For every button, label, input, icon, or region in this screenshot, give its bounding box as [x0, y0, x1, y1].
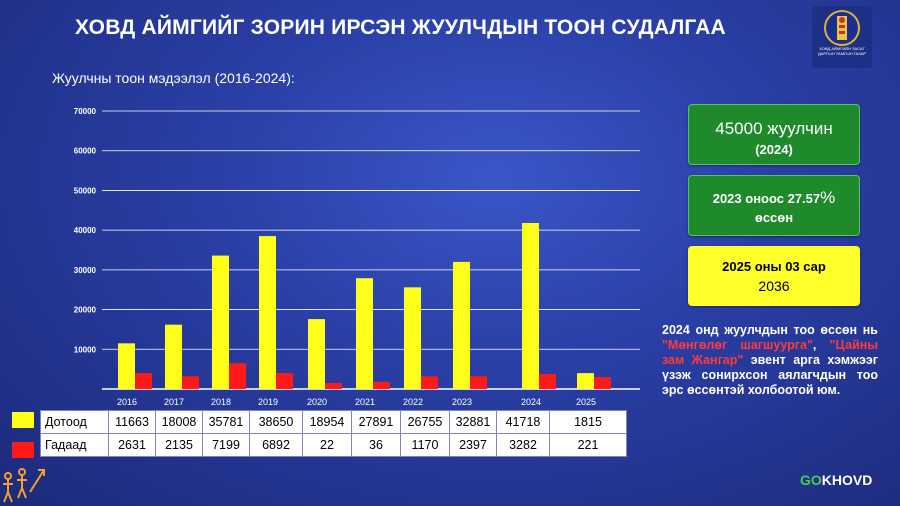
- bar-foreign: [135, 373, 152, 389]
- note-event-2: "Цайны зам Жангар": [662, 338, 879, 367]
- bar-domestic: [212, 255, 229, 389]
- bar-domestic: [356, 278, 373, 389]
- x-tick-label: 2018: [211, 397, 231, 407]
- total-year: (2024): [755, 142, 793, 157]
- bar-foreign: [421, 376, 438, 389]
- note-event-1: "Мөнгөлөг шагшуурга": [662, 338, 813, 352]
- table-cell: 26755: [400, 410, 450, 434]
- bar-foreign: [325, 383, 342, 389]
- table-cell: 11663: [108, 410, 156, 434]
- table-cell: 2397: [449, 433, 497, 457]
- table-cell: 27891: [351, 410, 401, 434]
- bar-domestic: [577, 373, 594, 389]
- bar-domestic: [118, 343, 135, 389]
- table-cell: 7199: [202, 433, 250, 457]
- table-cell: 22: [302, 433, 352, 457]
- bar-foreign: [373, 381, 390, 389]
- page-title: ХОВД АЙМГИЙГ ЗОРИН ИРСЭН ЖУУЛЧДЫН ТООН С…: [75, 16, 726, 39]
- table-row-domestic: Дотоод 11663 18008 35781 38650 18954 27891 2675…: [40, 410, 627, 434]
- y-tick-label: 30000: [74, 266, 97, 275]
- growth-card: 2023 оноос 27.57% өссөн: [688, 175, 860, 236]
- table-cell: 2135: [155, 433, 203, 457]
- x-tick-label: 2025: [576, 397, 596, 407]
- bar-domestic: [165, 324, 182, 389]
- month-card: 2025 оны 03 сар 2036: [688, 246, 860, 306]
- table-header-foreign: Гадаад: [40, 433, 109, 457]
- table-cell: 1815: [549, 410, 627, 434]
- table-cell: 18954: [302, 410, 352, 434]
- bar-foreign: [276, 373, 293, 389]
- emblem-caption: ХОВД АЙМГИЙН ЗАСАГ ДАРГЫН ТАМГЫН ГАЗАР: [817, 46, 867, 56]
- month-value: 2036: [758, 278, 790, 294]
- bar-foreign: [229, 363, 246, 389]
- data-table: Дотоод 11663 18008 35781 38650 18954 27891 2675…: [40, 410, 627, 457]
- growth-value: 2023 оноос 27.57: [712, 191, 821, 206]
- legend-swatch-foreign: [12, 442, 34, 458]
- bar-domestic: [522, 222, 539, 389]
- table-cell: 221: [549, 433, 627, 457]
- tourist-bar-chart: 10000 20000 30000 40000 50000 60000 70000 2016…: [74, 107, 611, 407]
- bar-domestic: [453, 261, 470, 389]
- table-cell: 41718: [496, 410, 550, 434]
- month-title: 2025 оны 03 сар: [722, 259, 826, 274]
- bar-foreign: [470, 376, 487, 389]
- y-tick-label: 10000: [74, 345, 97, 354]
- table-header-domestic: Дотоод: [40, 410, 109, 434]
- bar-domestic: [259, 236, 276, 389]
- table-cell: 1170: [400, 433, 450, 457]
- chart-subtitle: Жуулчны тоон мэдээлэл (2016-2024):: [52, 70, 295, 86]
- table-cell: 32881: [449, 410, 497, 434]
- x-tick-label: 2024: [521, 397, 541, 407]
- table-cell: 2631: [108, 433, 156, 457]
- bar-foreign: [594, 377, 611, 389]
- table-cell: 6892: [249, 433, 303, 457]
- bar-domestic: [404, 287, 421, 389]
- x-tick-label: 2016: [117, 397, 137, 407]
- y-tick-label: 50000: [74, 186, 97, 195]
- bar-foreign: [539, 373, 556, 389]
- x-tick-label: 2021: [355, 397, 375, 407]
- note-sep: ,: [812, 338, 830, 352]
- note-text-1: 2024 онд жуулчдын тоо өссөн нь: [662, 323, 878, 337]
- people-growth-icon: [3, 468, 45, 503]
- total-tourists-card: 45000 жуулчин (2024): [688, 104, 860, 165]
- y-tick-label: 60000: [74, 147, 97, 156]
- x-tick-label: 2022: [403, 397, 423, 407]
- emblem-logo: [812, 6, 872, 68]
- table-cell: 35781: [202, 410, 250, 434]
- table-row-foreign: Гадаад 2631 2135 7199 6892 22 36 1170 2397 3282 22…: [40, 433, 627, 457]
- gokhovd-logo: GOKHOVD: [800, 472, 873, 488]
- x-tick-label: 2023: [452, 397, 472, 407]
- growth-label: өссөн: [754, 210, 794, 225]
- y-tick-label: 20000: [74, 306, 97, 315]
- table-cell: 18008: [155, 410, 203, 434]
- table-cell: 38650: [249, 410, 303, 434]
- x-tick-label: 2020: [307, 397, 327, 407]
- explanation-note: 2024 онд жуулчдын тоо өссөн нь "Мөнгөлөг…: [662, 323, 878, 398]
- x-tick-label: 2017: [164, 397, 184, 407]
- growth-percent: %: [820, 188, 836, 207]
- x-tick-label: 2019: [258, 397, 278, 407]
- y-tick-label: 40000: [74, 226, 97, 235]
- total-value: 45000 жуулчин: [715, 119, 833, 138]
- bar-domestic: [308, 319, 325, 389]
- table-cell: 36: [351, 433, 401, 457]
- table-cell: 3282: [496, 433, 550, 457]
- legend-swatch-domestic: [12, 412, 34, 428]
- y-tick-label: 70000: [74, 107, 97, 116]
- bar-foreign: [182, 376, 199, 389]
- soyombo-icon: [824, 10, 860, 46]
- note-text-2: эвент арга хэмжээг үзэж сонирхсон аялагч…: [662, 353, 878, 397]
